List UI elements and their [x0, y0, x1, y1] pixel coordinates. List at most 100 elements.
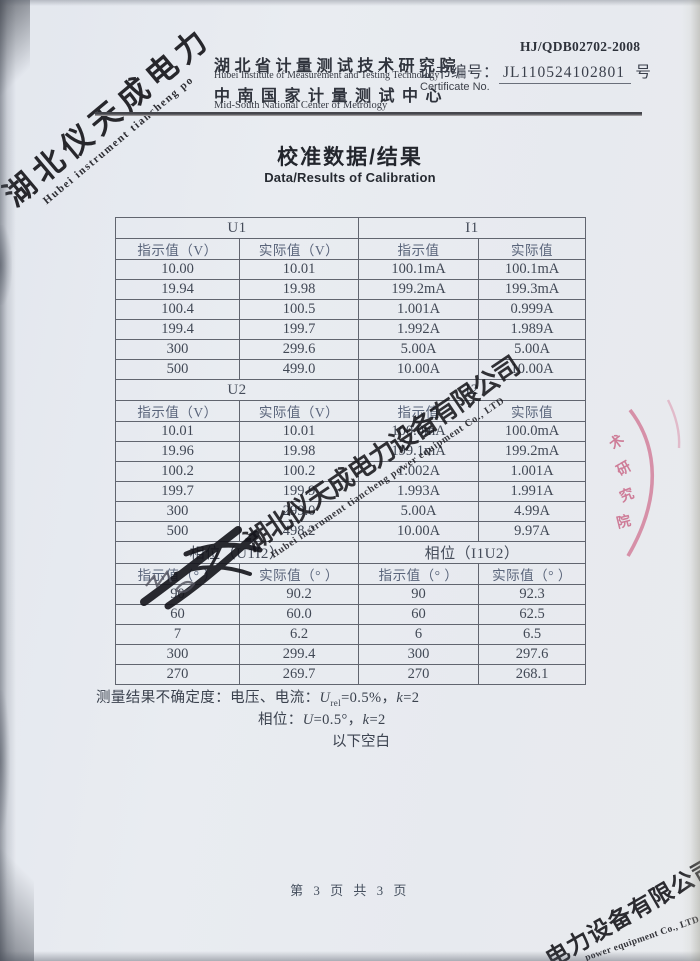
u-symbol: U — [319, 690, 331, 706]
u-symbol: U — [302, 712, 314, 728]
column-header-cell: 实际值 — [478, 400, 586, 422]
scan-edge-shadow-left — [0, 0, 16, 961]
uncertainty-value: =0.5%， — [341, 690, 397, 706]
value-cell: 10.00 — [115, 259, 240, 280]
k-symbol: k — [362, 712, 370, 728]
red-official-stamp: 术 研 究 院 — [606, 399, 681, 557]
data-row: 10.01 10.01 100.0mA 100.0mA — [115, 421, 586, 442]
data-row: 199.4 199.7 1.992A 1.989A — [115, 319, 586, 340]
scan-corner-shadow-bottom-left — [0, 831, 34, 961]
value-cell: 62.5 — [478, 604, 586, 625]
value-cell: 10.01 — [239, 421, 359, 442]
value-cell: 5.00A — [358, 339, 479, 360]
value-cell: 6.5 — [478, 624, 586, 645]
section-title-cell: I2 — [358, 379, 586, 401]
column-header-row: 指示值（V） 实际值（V） 指示值 实际值 — [115, 238, 586, 260]
column-header-cell: 实际值 — [478, 238, 586, 260]
section-title-row: U1 I1 — [115, 217, 586, 239]
section-title-cell: I1 — [358, 217, 586, 239]
handwritten-signature-ink — [140, 526, 263, 610]
value-cell: 270 — [115, 664, 240, 685]
value-cell: 6.2 — [239, 624, 359, 645]
center-name-cn: 中南国家计量测试中心 — [214, 88, 450, 105]
value-cell: 300 — [115, 339, 240, 360]
value-cell: 10.00A — [358, 521, 479, 542]
value-cell: 270 — [358, 664, 479, 685]
value-cell: 500 — [115, 359, 240, 380]
value-cell: 269.7 — [239, 664, 359, 685]
watermark-company-cn: 电力设备有限公司 — [541, 854, 700, 961]
data-row: 7 6.2 6 6.5 — [115, 624, 586, 645]
uncertainty-prefix: 测量结果不确定度：电压、电流： — [96, 690, 320, 706]
stamp-char: 究 — [617, 485, 636, 506]
data-row: 19.96 19.98 199.1mA 199.2mA — [115, 441, 586, 462]
section-title-cell: U2 — [115, 379, 359, 401]
k-value: =2 — [369, 712, 386, 728]
value-cell: 92.3 — [478, 584, 586, 605]
value-cell: 199.1mA — [358, 441, 479, 462]
value-cell: 1.991A — [478, 481, 586, 502]
value-cell: 300 — [358, 644, 479, 665]
uncertainty-line-voltage-current: 测量结果不确定度：电压、电流：Urel=0.5%，k=2 — [96, 686, 419, 708]
certificate-number-value: JL110524102801 — [499, 64, 631, 84]
value-cell: 100.1mA — [478, 259, 586, 280]
section-title-cell: 相位（I1U2） — [358, 541, 586, 564]
section-title-row: U2 I2 — [115, 379, 586, 401]
value-cell: 1.989A — [478, 319, 586, 340]
value-cell: 500 — [115, 521, 240, 542]
uncertainty-line-phase: 相位：U=0.5°，k=2 — [258, 708, 386, 729]
value-cell: 199.2mA — [358, 279, 479, 300]
standard-number: HJ/QDB02702-2008 — [520, 39, 641, 54]
value-cell: 300 — [115, 644, 240, 665]
value-cell: 60 — [358, 604, 479, 625]
certificate-number-label-en: Certificate No. — [420, 81, 490, 93]
value-cell: 100.1mA — [358, 259, 479, 280]
column-header-cell: 指示值（° ） — [358, 563, 479, 585]
value-cell: 299.6 — [239, 339, 359, 360]
calibration-data-table: U1 I1 指示值（V） 实际值（V） 指示值 实际值 10.00 10.01 100.1mA 1… — [115, 217, 586, 685]
stamp-char: 术 — [606, 431, 627, 453]
certificate-number-row: 证书编号： JL110524102801 号 — [419, 60, 651, 84]
value-cell: 1.992A — [358, 319, 479, 340]
data-row: 100.2 100.2 1.002A 1.001A — [115, 461, 586, 482]
header-divider-rule — [95, 112, 642, 116]
column-header-cell: 指示值（V） — [115, 400, 240, 422]
institute-name-en: Hubei Institute of Measurement and Testi… — [214, 70, 440, 81]
value-cell: 299.4 — [239, 644, 359, 665]
column-header-cell: 指示值 — [358, 400, 479, 422]
column-header-cell: 实际值（° ） — [478, 563, 586, 585]
watermark-top-left: 湖北仪天成电力 Hubei instrument tiancheng po — [0, 14, 227, 224]
page-number: 第 3 页 共 3 页 — [290, 883, 410, 898]
value-cell: 297.6 — [478, 644, 586, 665]
value-cell: 300 — [115, 501, 240, 522]
value-cell: 199.3mA — [478, 279, 586, 300]
value-cell: 1.001A — [358, 299, 479, 320]
value-cell: 10.01 — [115, 421, 240, 442]
value-cell: 19.96 — [115, 441, 240, 462]
value-cell: 60.0 — [239, 604, 359, 625]
value-cell: 299.0 — [239, 501, 359, 522]
value-cell: 100.2 — [239, 461, 359, 482]
value-cell: 10.00A — [358, 359, 479, 380]
value-cell: 19.98 — [239, 279, 359, 300]
stamp-char: 院 — [615, 512, 633, 532]
column-header-cell: 指示值 — [358, 238, 479, 260]
value-cell: 19.98 — [239, 441, 359, 462]
u-subscript: rel — [330, 697, 342, 708]
uncertainty-value: =0.5°， — [313, 712, 363, 728]
scan-corner-shadow-top-left — [0, 0, 30, 110]
column-header-cell: 指示值（V） — [115, 238, 240, 260]
institute-name-cn: 湖北省计量测试技术研究院 — [214, 58, 461, 75]
column-header-row: 指示值（V） 实际值（V） 指示值 实际值 — [115, 400, 586, 422]
data-row: 300 299.4 300 297.6 — [115, 644, 586, 665]
value-cell: 0.999A — [478, 299, 586, 320]
value-cell: 4.99A — [478, 501, 586, 522]
data-row: 10.00 10.01 100.1mA 100.1mA — [115, 259, 586, 280]
certificate-number-label-cn: 证书编号： — [419, 64, 500, 81]
section-title-cell: U1 — [115, 217, 359, 239]
value-cell: 10.00A — [478, 359, 586, 380]
value-cell: 1.002A — [358, 461, 479, 482]
value-cell: 100.5 — [239, 299, 359, 320]
value-cell: 1.001A — [478, 461, 586, 482]
scan-edge-blob — [0, 690, 10, 830]
